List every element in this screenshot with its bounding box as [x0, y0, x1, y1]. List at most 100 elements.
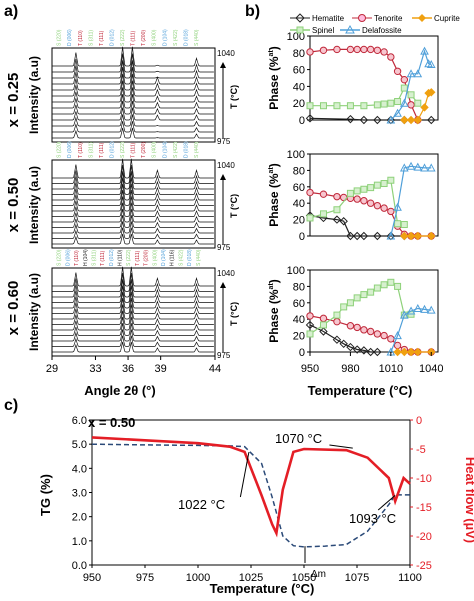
- point-hematite: [427, 115, 436, 125]
- tg-annotation-x: x = 0.50: [88, 415, 135, 430]
- legend-tenorite: Tenorite: [374, 14, 403, 23]
- phase-ytick-label: 100: [287, 265, 305, 277]
- temperature-arrow-head: [220, 282, 226, 288]
- xrd-frame: [51, 159, 216, 249]
- point-spinel: [367, 288, 375, 296]
- point-tenorite: [306, 312, 314, 320]
- phase-ytick-label: 80: [293, 48, 305, 60]
- xrd-trace: [52, 94, 214, 109]
- point-hematite: [319, 327, 328, 336]
- point-spinel: [400, 84, 408, 92]
- point-spinel: [360, 102, 368, 110]
- legend-spinel: Spinel: [312, 26, 334, 35]
- xrd-trace: [52, 73, 214, 91]
- point-spinel: [333, 102, 341, 110]
- point-hematite: [373, 347, 382, 357]
- legend-marker-hematite: [295, 13, 305, 23]
- phase-ytick-label: 0: [299, 231, 305, 243]
- hkl-label: S (422): [173, 141, 179, 158]
- point-cuprite: [413, 231, 422, 241]
- point-spinel: [353, 187, 361, 195]
- xrd-t-label: T (°C): [229, 85, 239, 109]
- point-delafossite: [413, 303, 423, 313]
- point-cuprite: [413, 115, 422, 125]
- phase-ytick-label: 0: [299, 115, 305, 127]
- series-line-delafossite: [390, 307, 432, 353]
- point-spinel: [394, 282, 402, 290]
- point-hematite: [339, 339, 348, 349]
- point-cuprite: [400, 347, 409, 357]
- point-spinel: [319, 321, 327, 329]
- point-delafossite: [399, 98, 409, 107]
- row-label-1: x = 0.25: [5, 73, 22, 128]
- point-hematite: [359, 115, 369, 125]
- point-tenorite: [380, 331, 388, 340]
- point-tenorite: [380, 48, 388, 56]
- xrd-t-bottom: 975: [217, 137, 231, 146]
- point-spinel: [333, 206, 341, 214]
- tg-ylabel: TG (%): [38, 474, 53, 516]
- xrd-t-top: 1040: [217, 161, 235, 170]
- phase-xtick-label: 980: [341, 363, 359, 375]
- series-line-delafossite: [390, 165, 432, 237]
- xrd-panel-3: S (220) D (006) T (110) H (104) S (311) T (11…: [51, 249, 239, 360]
- hkl-label: S (222): [120, 141, 126, 158]
- point-spinel: [319, 210, 327, 218]
- hkl-label: D (006): [65, 249, 71, 266]
- xrd-trace: [52, 298, 214, 314]
- point-tenorite: [353, 195, 361, 203]
- tg-panel: 0.0 1.0 2.0 3.0 4.0 5.0 6.0 0 -5 -10 -15 -20 -25 950 9…: [72, 415, 432, 584]
- point-tenorite: [387, 207, 395, 216]
- point-spinel: [306, 102, 314, 110]
- point-spinel: [394, 98, 402, 106]
- hkl-label: S (220): [57, 249, 63, 266]
- phase-ytick-label: 60: [293, 65, 305, 77]
- tg-frame: [91, 419, 411, 566]
- hkl-label: S (222): [126, 249, 132, 266]
- hkl-label: S (311): [88, 142, 94, 158]
- xrd-panel-2: S (220) D (006) T (110) S (311) T (111) D (01…: [51, 141, 239, 252]
- xrd-trace: [52, 202, 214, 217]
- point-spinel: [407, 91, 415, 99]
- hkl-label: D (018): [183, 29, 189, 46]
- hkl-label: T (111): [99, 142, 105, 158]
- phase-ylabel: Phase (%at): [267, 46, 281, 110]
- row-label-2: x = 0.50: [5, 178, 22, 233]
- hkl-label: T (111): [135, 250, 141, 266]
- xrd-xtick-label: 29: [46, 363, 58, 375]
- xrd-trace: [52, 285, 214, 303]
- legend-hematite: Hematite: [312, 14, 345, 23]
- xrd-ylabel-3: Intensity (a.u): [27, 273, 41, 351]
- point-spinel: [353, 294, 361, 302]
- hkl-label: H (110): [118, 249, 124, 266]
- phase-ytick-label: 40: [293, 314, 305, 326]
- xrd-xtick-label: 39: [155, 363, 167, 375]
- point-spinel: [387, 278, 395, 286]
- point-spinel: [346, 189, 354, 197]
- point-tenorite: [353, 45, 361, 54]
- temperature-arrow-head: [220, 174, 226, 180]
- point-cuprite: [393, 347, 402, 357]
- hkl-label: S (440): [194, 29, 200, 46]
- point-delafossite: [426, 305, 436, 314]
- xrd-trace: [52, 316, 214, 331]
- hkl-label: S (422): [173, 29, 179, 46]
- xrd-trace: [52, 208, 214, 223]
- xrd-trace: [52, 80, 214, 97]
- xrd-trace: [52, 53, 214, 73]
- point-cuprite: [406, 231, 416, 241]
- point-tenorite: [387, 53, 395, 61]
- point-delafossite: [393, 202, 402, 211]
- point-tenorite: [306, 48, 314, 56]
- xrd-trace: [52, 227, 214, 239]
- point-delafossite: [406, 306, 416, 315]
- legend-marker-delafossite: [345, 24, 355, 34]
- point-cuprite: [413, 347, 422, 357]
- point-hematite: [332, 335, 342, 344]
- tg-xtick-label: 1100: [398, 572, 422, 584]
- point-delafossite: [426, 60, 436, 69]
- point-hematite: [359, 346, 369, 355]
- phase-ytick-label: 20: [293, 215, 305, 227]
- xrd-trace: [52, 272, 214, 292]
